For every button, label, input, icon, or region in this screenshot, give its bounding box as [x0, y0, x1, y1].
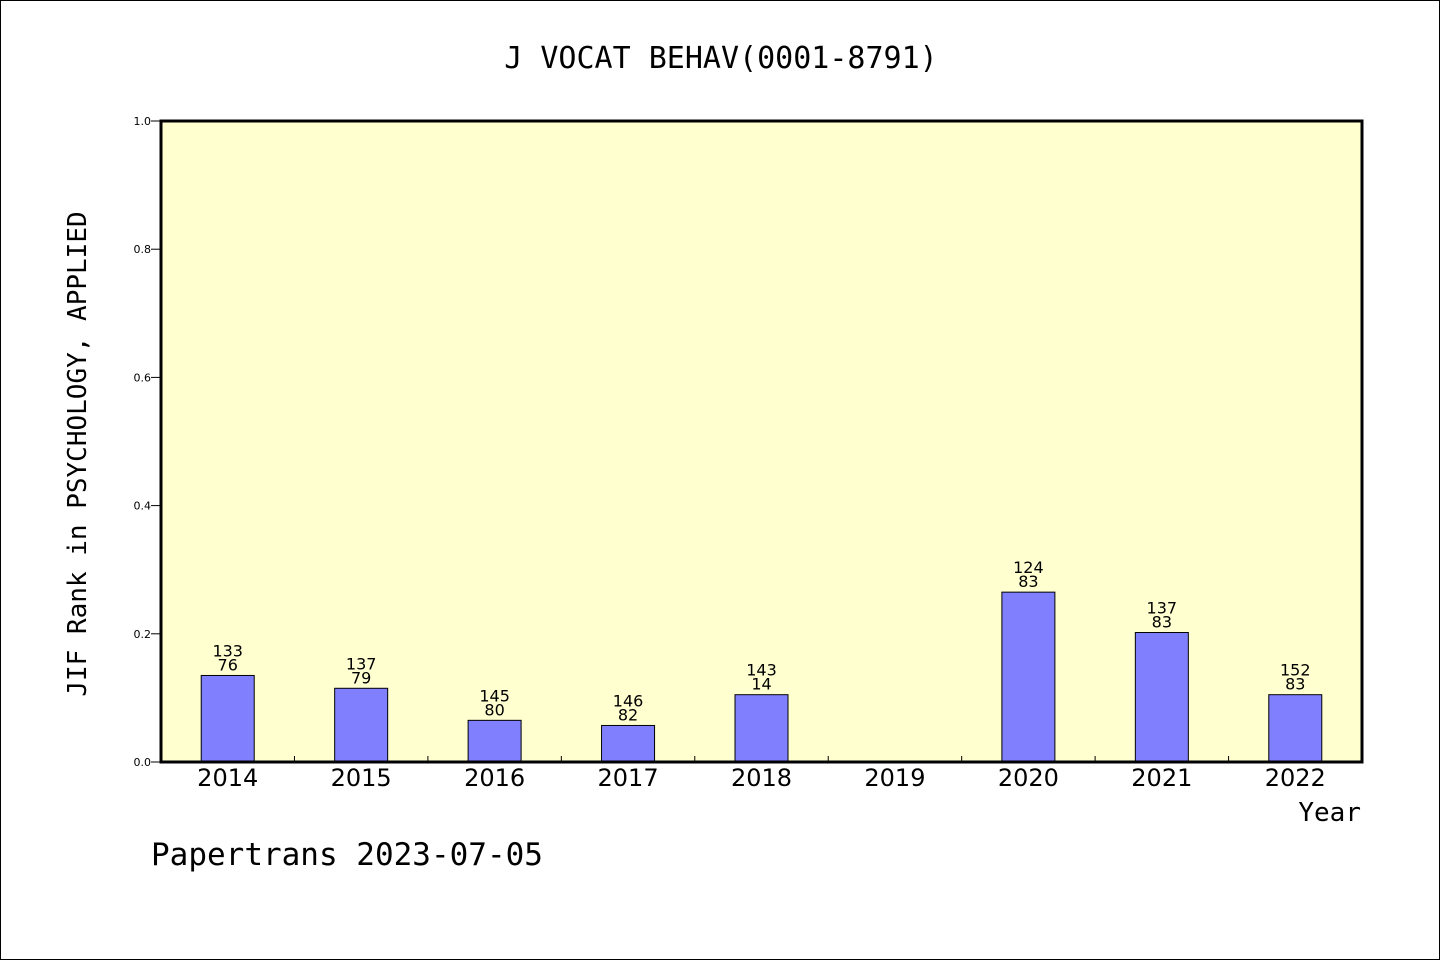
bar-2020 [1001, 591, 1056, 763]
y-tick-label: 0.0 [134, 756, 152, 769]
bar-label-bottom: 80 [484, 700, 504, 719]
bars [200, 591, 1323, 763]
y-axis-label: JIF Rank in PSYCHOLOGY, APPLIED [63, 211, 93, 696]
bar-label-top: 133 [212, 641, 243, 660]
plot-border [159, 119, 1364, 764]
y-tick-label: 0.4 [134, 500, 152, 513]
bar-label-bottom: 14 [751, 675, 771, 694]
bar-label-top: 124 [1013, 558, 1044, 577]
bar-2015 [334, 687, 389, 763]
x-tick-label: 2017 [598, 764, 659, 792]
bar-label-bottom: 82 [618, 705, 638, 724]
bar-label-bottom: 79 [351, 668, 371, 687]
x-tick-label: 2022 [1265, 764, 1326, 792]
x-tick-label: 2018 [731, 764, 792, 792]
footer-credit: Papertrans 2023-07-05 [151, 837, 543, 873]
bar-label-top: 152 [1280, 661, 1311, 680]
x-tick-label: 2019 [864, 764, 925, 792]
bar-label-top: 137 [346, 654, 377, 673]
bar-2016 [467, 719, 522, 763]
bar-label-bottom: 83 [1018, 572, 1038, 591]
y-tick-label: 0.8 [134, 243, 152, 256]
y-tick-label: 0.6 [134, 371, 152, 384]
x-tick-label: 2020 [998, 764, 1059, 792]
bar-label-bottom: 83 [1285, 675, 1305, 694]
bar-label-top: 145 [479, 686, 510, 705]
bar-2021 [1134, 632, 1189, 763]
chart-title: J VOCAT BEHAV(0001-8791) [504, 41, 937, 76]
bar-label-bottom: 76 [218, 655, 238, 674]
y-tick-label: 0.2 [134, 628, 152, 641]
x-tick-label: 2016 [464, 764, 525, 792]
bar-2014 [200, 674, 255, 763]
bar-2022 [1268, 694, 1323, 763]
bar-2017 [601, 724, 656, 763]
y-axis-ticks: 0.0 0.2 0.4 0.6 0.8 1.0 [134, 115, 161, 769]
bar-2018 [734, 694, 789, 763]
x-tick-label: 2021 [1131, 764, 1192, 792]
bar-label-bottom: 83 [1152, 613, 1172, 632]
x-tick-labels: 2014 2015 2016 2017 2018 2019 2020 2021 2022 [197, 764, 1326, 792]
y-tick-label: 1.0 [134, 115, 152, 128]
bar-label-top: 137 [1147, 599, 1178, 618]
x-axis-label: Year [1298, 798, 1361, 828]
x-tick-label: 2015 [331, 764, 392, 792]
x-tick-label: 2014 [197, 764, 258, 792]
bar-label-top: 146 [613, 691, 644, 710]
bar-label-top: 143 [746, 661, 777, 680]
